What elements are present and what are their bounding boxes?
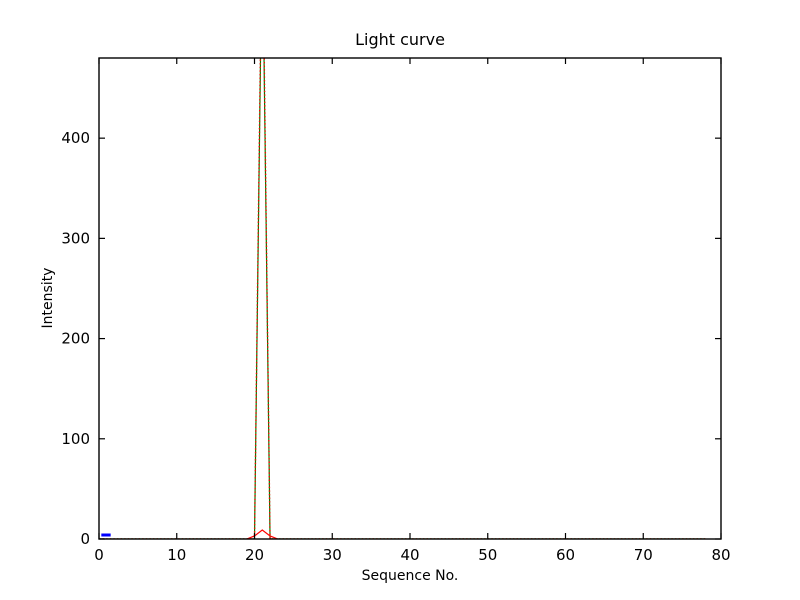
y-tick-label: 100	[61, 430, 90, 448]
x-tick-label: 50	[478, 546, 497, 564]
y-tick-label: 0	[80, 530, 90, 548]
y-tick-label: 300	[61, 229, 90, 247]
x-tick-label: 20	[245, 546, 264, 564]
series-layer	[99, 58, 706, 539]
plot-area-background	[99, 58, 721, 539]
y-axis-ticks: 0 100 200 300 400	[61, 129, 721, 548]
x-tick-label: 30	[323, 546, 342, 564]
x-tick-label: 40	[400, 546, 419, 564]
x-tick-label: 80	[711, 546, 730, 564]
x-axis-title: Sequence No.	[362, 568, 459, 584]
x-tick-label: 60	[556, 546, 575, 564]
x-tick-label: 10	[167, 546, 186, 564]
page-title: Light curve	[355, 30, 445, 49]
y-axis-title: Intensity	[40, 268, 56, 329]
y-tick-label: 400	[61, 129, 90, 147]
y-tick-label: 200	[61, 330, 90, 348]
x-tick-label: 0	[94, 546, 104, 564]
x-tick-label: 70	[634, 546, 653, 564]
series-red-baseline-bump	[246, 529, 279, 539]
x-axis-ticks: 0 10 20 30 40 50 60 70 80	[94, 58, 731, 564]
